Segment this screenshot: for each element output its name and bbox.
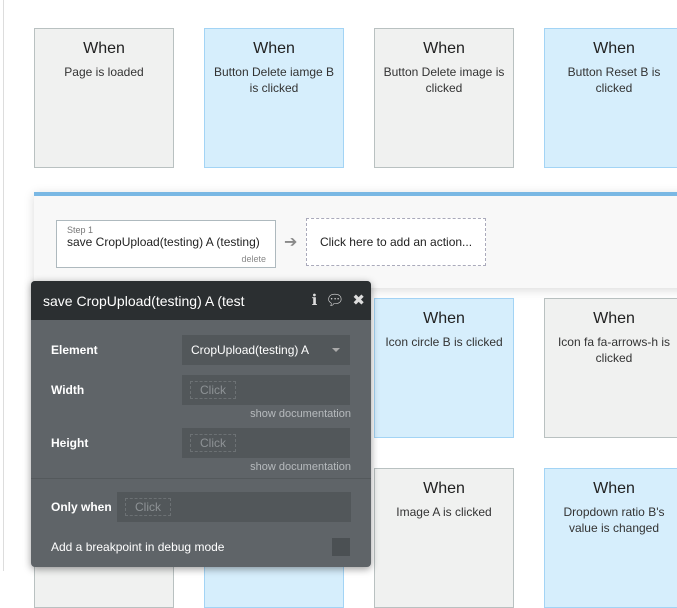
when-label: When	[253, 40, 295, 57]
event-card[interactable]: When Button Reset B is clicked	[544, 28, 677, 168]
chevron-down-icon	[332, 348, 340, 356]
event-card[interactable]: When Image A is clicked	[374, 468, 514, 608]
when-label: When	[423, 310, 465, 327]
show-documentation-link[interactable]: show documentation	[250, 461, 351, 473]
event-card[interactable]: When Button Delete image is clicked	[374, 28, 514, 168]
height-click[interactable]: Click	[190, 434, 236, 452]
left-border	[3, 0, 4, 571]
when-label: When	[593, 310, 635, 327]
breakpoint-checkbox[interactable]	[332, 538, 350, 556]
event-card[interactable]: When Button Delete iamge B is clicked	[204, 28, 344, 168]
only-when-field[interactable]: Click	[117, 492, 351, 522]
comment-icon[interactable]: 💬︎	[325, 292, 345, 309]
only-when-click[interactable]: Click	[125, 498, 171, 516]
event-card[interactable]: When Icon fa fa-arrows-h is clicked	[544, 298, 677, 438]
workflow-steps: Step 1 save CropUpload(testing) A (testi…	[34, 192, 677, 288]
element-value: CropUpload(testing) A	[191, 343, 310, 357]
show-documentation-link[interactable]: show documentation	[250, 408, 351, 420]
only-when-label: Only when	[51, 500, 112, 514]
event-card[interactable]: When Page is loaded	[34, 28, 174, 168]
when-label: When	[423, 480, 465, 497]
arrow-right-icon: ➔	[284, 232, 298, 251]
panel-header: save CropUpload(testing) A (test ℹ 💬︎ ✖	[31, 281, 371, 320]
when-label: When	[593, 40, 635, 57]
event-desc: Icon fa fa-arrows-h is clicked	[557, 335, 671, 365]
breakpoint-label: Add a breakpoint in debug mode	[51, 540, 225, 554]
when-label: When	[83, 40, 125, 57]
event-desc: Button Delete image is clicked	[383, 65, 505, 95]
event-desc: Button Delete iamge B is clicked	[213, 65, 335, 95]
when-label: When	[423, 40, 465, 57]
width-field[interactable]: Click	[182, 375, 350, 405]
step-name: save CropUpload(testing) A (testing)	[67, 235, 260, 249]
event-desc: Button Reset B is clicked	[567, 65, 661, 95]
width-click[interactable]: Click	[190, 381, 236, 399]
event-card[interactable]: When Icon circle B is clicked	[374, 298, 514, 438]
info-icon[interactable]: ℹ	[311, 292, 318, 309]
event-desc: Icon circle B is clicked	[385, 335, 503, 349]
divider	[31, 478, 371, 479]
height-field[interactable]: Click	[182, 428, 350, 458]
add-action-button[interactable]: Click here to add an action...	[306, 218, 486, 266]
panel-title: save CropUpload(testing) A (test	[43, 293, 245, 309]
element-dropdown[interactable]: CropUpload(testing) A	[182, 335, 350, 365]
event-desc: Dropdown ratio B's value is changed	[563, 505, 665, 535]
close-icon[interactable]: ✖	[352, 292, 365, 309]
element-label: Element	[51, 343, 98, 357]
event-desc: Image A is clicked	[396, 505, 492, 519]
action-property-panel: save CropUpload(testing) A (test ℹ 💬︎ ✖ El…	[31, 281, 371, 567]
step-1-box[interactable]: Step 1 save CropUpload(testing) A (testi…	[56, 220, 276, 268]
step-label: Step 1	[67, 225, 94, 235]
when-label: When	[593, 480, 635, 497]
event-desc: Page is loaded	[64, 65, 144, 79]
width-label: Width	[51, 383, 85, 397]
height-label: Height	[51, 436, 89, 450]
delete-link[interactable]: delete	[241, 254, 266, 264]
event-card[interactable]: When Dropdown ratio B's value is changed	[544, 468, 677, 608]
